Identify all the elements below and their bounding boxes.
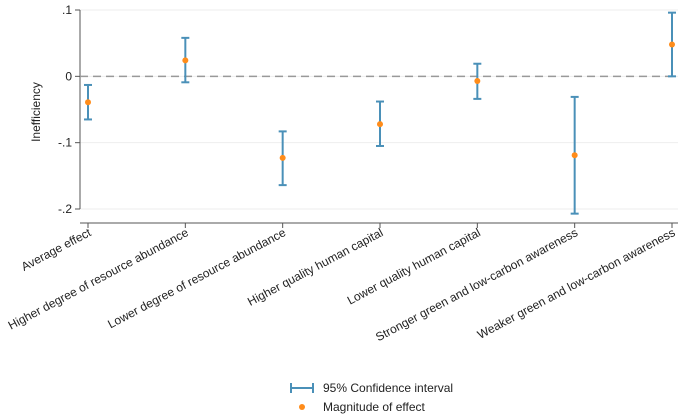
effect-point (669, 41, 675, 48)
y-tick-label: -.1 (58, 136, 72, 150)
x-tick-label: Lower degree of resource abundance (105, 225, 288, 331)
legend-ci-symbol (290, 383, 314, 393)
x-tick-label: Weaker green and low-carbon awareness (475, 225, 678, 342)
legend-ci-label: 95% Confidence interval (323, 381, 453, 395)
y-tick-label: .1 (62, 3, 72, 17)
legend: 95% Confidence interval Magnitude of eff… (290, 381, 453, 414)
effect-point (182, 57, 189, 64)
data-marks (84, 11, 676, 215)
legend-point-label: Magnitude of effect (323, 400, 426, 414)
y-tick-label: 0 (65, 69, 72, 83)
effect-point (474, 77, 481, 84)
y-axis-label: Inefficiency (29, 82, 43, 142)
effect-point (279, 154, 286, 161)
effect-point (85, 99, 91, 106)
x-tick-label: Higher degree of resource abundance (6, 225, 191, 332)
x-tick-label: Stronger green and low-carbon awareness (373, 225, 580, 344)
x-tick-label: Average effect (19, 225, 94, 274)
y-tick-label: -.2 (58, 202, 72, 216)
effect-point (377, 121, 383, 128)
effect-point (571, 152, 578, 159)
legend-point-symbol (299, 404, 305, 410)
